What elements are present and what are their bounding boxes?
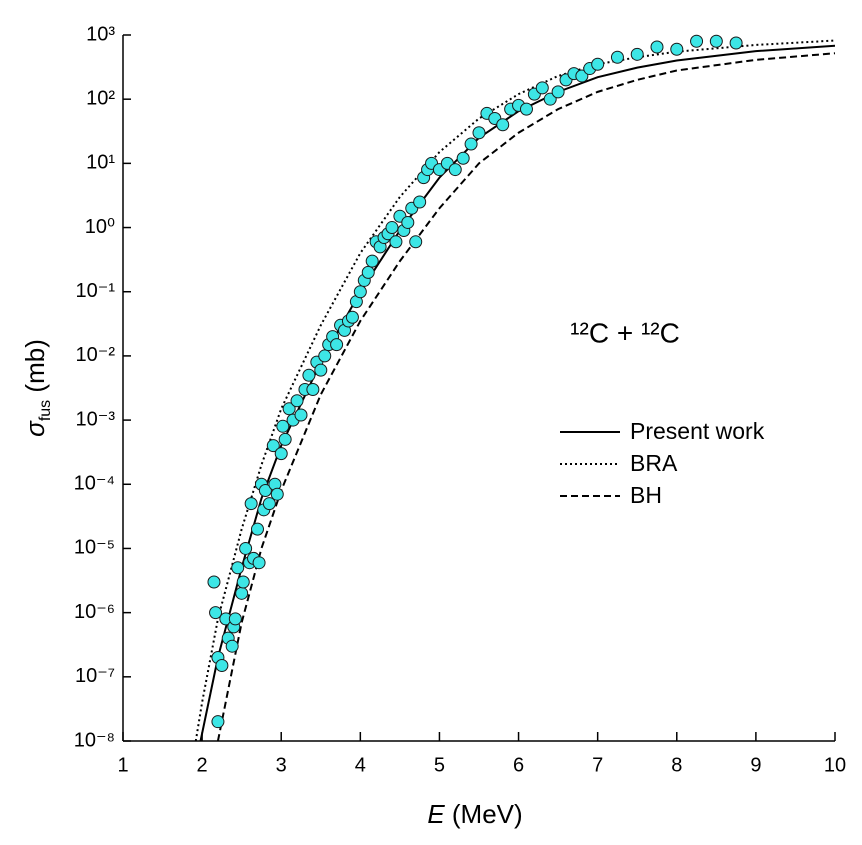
data-point xyxy=(228,612,242,626)
data-point xyxy=(575,69,589,83)
data-point xyxy=(235,586,249,600)
data-point xyxy=(361,265,375,279)
annotation: ¹²C + ¹²C xyxy=(570,317,680,348)
data-point xyxy=(630,47,644,61)
data-point xyxy=(464,137,478,151)
data-point xyxy=(225,639,239,653)
data-point xyxy=(729,36,743,50)
x-tick-label: 3 xyxy=(276,754,287,776)
data-point xyxy=(215,659,229,673)
data-point xyxy=(266,439,280,453)
data-point xyxy=(610,50,624,64)
y-tick-label: 10⁻¹ xyxy=(76,280,116,302)
data-point xyxy=(207,575,221,589)
data-point xyxy=(274,447,288,461)
data-point xyxy=(302,368,316,382)
y-tick-label: 10² xyxy=(86,87,115,109)
legend-label: Present work xyxy=(630,418,765,444)
data-point xyxy=(330,338,344,352)
data-point xyxy=(591,57,605,71)
x-tick-label: 7 xyxy=(592,754,603,776)
data-point xyxy=(535,81,549,95)
y-tick-label: 10⁻⁸ xyxy=(74,729,115,751)
x-tick-label: 5 xyxy=(434,754,445,776)
data-point xyxy=(389,235,403,249)
curve xyxy=(199,44,835,741)
data-point xyxy=(282,402,296,416)
x-tick-label: 10 xyxy=(824,754,846,776)
y-tick-label: 10⁻³ xyxy=(76,408,116,430)
data-point xyxy=(456,151,470,165)
data-point xyxy=(231,561,245,575)
data-point xyxy=(690,34,704,48)
data-point xyxy=(448,163,462,177)
data-point xyxy=(353,285,367,299)
y-tick-label: 10³ xyxy=(86,23,115,45)
data-point xyxy=(318,349,332,363)
data-point xyxy=(290,394,304,408)
x-tick-label: 4 xyxy=(355,754,366,776)
plot-area xyxy=(194,39,835,741)
x-label-unit: (MeV) xyxy=(452,799,523,829)
y-axis-label: σfus (mb) xyxy=(20,339,54,437)
y-tick-label: 10⁻⁶ xyxy=(74,601,115,623)
data-point xyxy=(278,432,292,446)
curve xyxy=(216,52,835,741)
data-point xyxy=(519,102,533,116)
y-tick-label: 10⁰ xyxy=(85,216,115,238)
data-point xyxy=(401,215,415,229)
data-point xyxy=(276,419,290,433)
data-point xyxy=(252,556,266,570)
data-point xyxy=(496,118,510,132)
data-point xyxy=(385,221,399,235)
x-tick-label: 9 xyxy=(750,754,761,776)
data-point xyxy=(250,522,264,536)
data-point xyxy=(314,363,328,377)
data-point xyxy=(365,254,379,268)
data-point xyxy=(345,310,359,324)
data-point xyxy=(551,85,565,99)
data-point xyxy=(270,487,284,501)
data-point xyxy=(543,92,557,106)
y-tick-label: 10¹ xyxy=(86,152,115,174)
legend-label: BH xyxy=(630,482,662,508)
y-label-subscript: fus xyxy=(37,400,54,421)
y-label-unit: (mb) xyxy=(20,339,50,392)
data-point xyxy=(650,40,664,54)
x-label-symbol: E xyxy=(427,799,445,829)
data-point xyxy=(209,606,223,620)
data-point xyxy=(262,497,276,511)
y-label-symbol: σ xyxy=(20,420,50,437)
y-tick-label: 10⁻⁴ xyxy=(74,473,115,495)
data-point xyxy=(409,235,423,249)
data-point xyxy=(670,42,684,56)
data-point xyxy=(258,483,272,497)
y-tick-label: 10⁻² xyxy=(76,344,116,366)
data-point xyxy=(236,575,250,589)
curve xyxy=(194,39,835,741)
x-tick-label: 6 xyxy=(513,754,524,776)
data-point xyxy=(472,126,486,140)
x-tick-label: 8 xyxy=(671,754,682,776)
data-point xyxy=(294,408,308,422)
data-point xyxy=(239,541,253,555)
data-point xyxy=(244,497,258,511)
data-point xyxy=(306,382,320,396)
data-point xyxy=(413,195,427,209)
x-tick-label: 2 xyxy=(197,754,208,776)
data-point xyxy=(709,34,723,48)
legend-label: BRA xyxy=(630,450,678,476)
y-tick-label: 10⁻⁵ xyxy=(74,537,115,559)
x-tick-label: 1 xyxy=(117,754,128,776)
data-point xyxy=(211,715,225,729)
x-axis-label: E (MeV) xyxy=(427,799,522,829)
y-tick-label: 10⁻⁷ xyxy=(75,665,115,687)
